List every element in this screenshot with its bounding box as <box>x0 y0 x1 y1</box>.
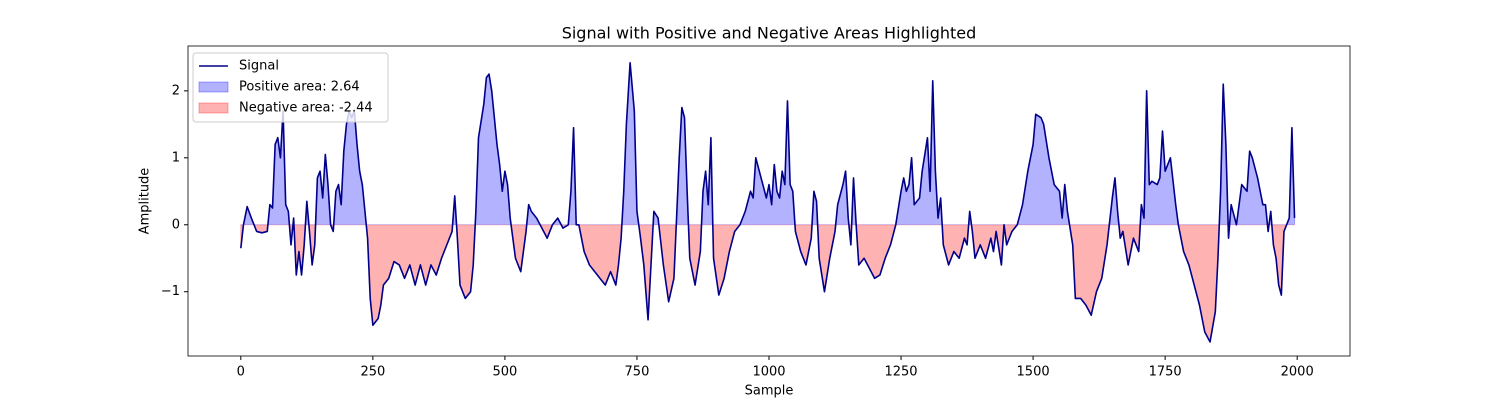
legend-patch <box>198 81 229 93</box>
x-tick-label: 1500 <box>1017 365 1050 380</box>
y-axis-label: Amplitude <box>138 168 153 235</box>
signal-line <box>240 61 1296 343</box>
chart-title: Signal with Positive and Negative Areas … <box>562 24 977 43</box>
x-tick-label: 1250 <box>884 365 917 380</box>
y-tick-label: 1 <box>172 150 180 165</box>
x-tick-label: 1750 <box>1149 365 1182 380</box>
x-axis-label: Sample <box>745 384 794 399</box>
x-tick-label: 2000 <box>1281 365 1314 380</box>
legend-label: Signal <box>239 59 279 74</box>
legend-patch <box>198 102 229 114</box>
legend-label: Negative area: -2.44 <box>239 101 373 116</box>
x-tick-label: 500 <box>492 365 517 380</box>
x-tick-label: 750 <box>625 365 650 380</box>
x-tick-label: 1000 <box>752 365 785 380</box>
x-tick-label: 0 <box>237 365 245 380</box>
plot-frame <box>187 45 1351 357</box>
legend-box <box>192 52 389 123</box>
x-tick-label: 250 <box>360 365 385 380</box>
y-tick-label: 2 <box>172 83 180 98</box>
y-tick-label: −1 <box>161 284 180 299</box>
legend-label: Positive area: 2.64 <box>239 80 360 95</box>
y-tick-label: 0 <box>172 217 180 232</box>
